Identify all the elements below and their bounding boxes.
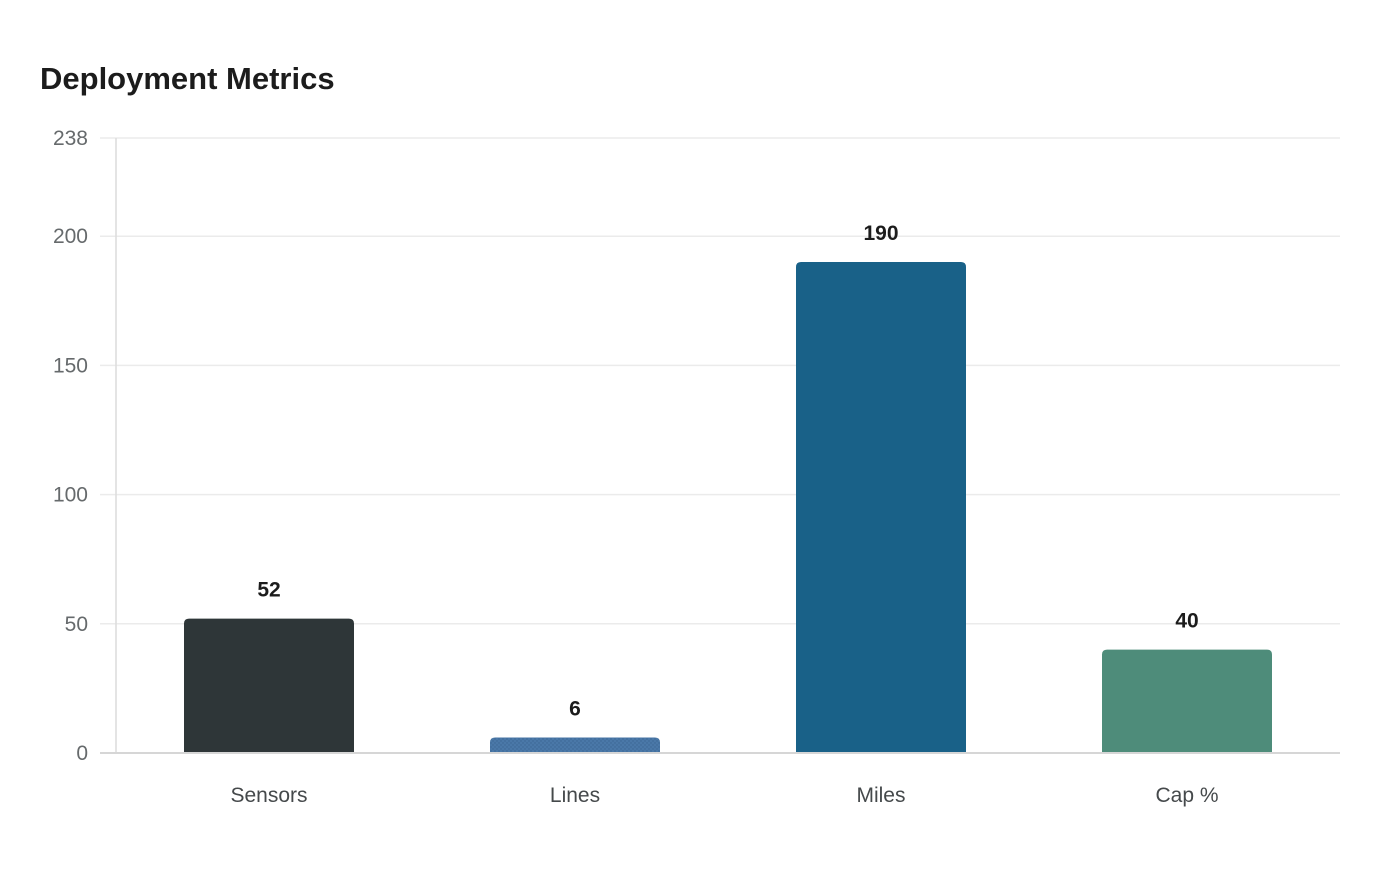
y-tick-label: 150 (53, 354, 88, 377)
y-tick-label: 0 (76, 742, 88, 765)
y-tick-label: 238 (53, 127, 88, 150)
bar-cap[interactable] (1102, 649, 1272, 753)
x-tick-label: Cap % (1155, 784, 1218, 807)
bar-value-label: 40 (1175, 610, 1198, 633)
y-tick-label: 100 (53, 484, 88, 507)
x-axis: Sensors Lines Miles Cap % (100, 752, 1340, 807)
bar-value-label: 190 (863, 222, 898, 245)
x-tick-label: Sensors (230, 784, 307, 807)
chart-title: Deployment Metrics (40, 61, 335, 96)
y-axis: 0 50 100 150 200 238 (53, 127, 117, 765)
y-tick-label: 200 (53, 225, 88, 248)
x-tick-label: Lines (550, 784, 600, 807)
x-tick-label: Miles (856, 784, 905, 807)
y-tick-label: 50 (65, 613, 88, 636)
bars: 52 6 190 40 (184, 222, 1272, 753)
bar-sensors[interactable] (184, 618, 354, 753)
bar-value-label: 6 (569, 697, 581, 720)
bar-lines[interactable] (490, 737, 660, 753)
bar-miles[interactable] (796, 262, 966, 753)
bar-value-label: 52 (257, 579, 280, 602)
gridlines (100, 137, 1340, 625)
